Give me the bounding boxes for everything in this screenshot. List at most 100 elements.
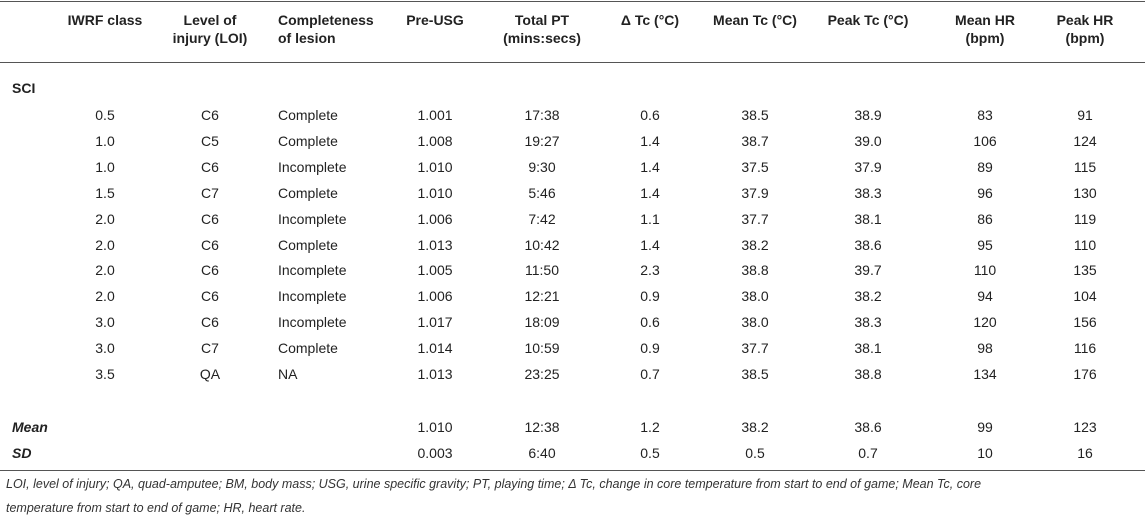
cell: 1.4 bbox=[640, 132, 660, 149]
cell: 38.2 bbox=[854, 288, 882, 305]
cell: C6 bbox=[201, 314, 219, 331]
cell: 1.0 bbox=[95, 132, 115, 149]
cell: 130 bbox=[1073, 184, 1097, 201]
cell: 1.4 bbox=[640, 184, 660, 201]
cell: 7:42 bbox=[528, 210, 556, 227]
cell: Incomplete bbox=[278, 158, 347, 175]
cell: 39.7 bbox=[854, 262, 882, 279]
cell: 1.017 bbox=[417, 314, 453, 331]
cell: 0.9 bbox=[640, 340, 660, 357]
cell: 1.4 bbox=[640, 236, 660, 253]
cell: 94 bbox=[977, 288, 993, 305]
cell: 135 bbox=[1073, 262, 1097, 279]
column-header: Peak Tc (°C) bbox=[827, 12, 909, 28]
cell: 0.9 bbox=[640, 288, 660, 305]
cell: 1.006 bbox=[417, 210, 453, 227]
cell: 5:46 bbox=[528, 184, 556, 201]
cell: 38.6 bbox=[854, 419, 882, 435]
cell: Incomplete bbox=[278, 210, 347, 227]
cell: 176 bbox=[1073, 366, 1097, 382]
column-header: Peak HR bbox=[1056, 12, 1114, 28]
cell: 0.5 bbox=[745, 445, 765, 461]
cell: 38.3 bbox=[854, 314, 882, 331]
cell: 98 bbox=[977, 340, 993, 357]
cell: 115 bbox=[1073, 158, 1097, 175]
cell: 38.1 bbox=[854, 210, 882, 227]
cell: 38.8 bbox=[741, 262, 769, 279]
cell: 38.0 bbox=[741, 288, 769, 305]
column-header: (bpm) bbox=[965, 30, 1005, 46]
cell: 38.3 bbox=[854, 184, 882, 201]
cell: C6 bbox=[201, 107, 219, 123]
column-header: Mean Tc (°C) bbox=[713, 12, 797, 28]
cell: 39.0 bbox=[854, 132, 882, 149]
cell: 124 bbox=[1073, 132, 1097, 149]
cell: 1.006 bbox=[417, 288, 453, 305]
column-header: injury (LOI) bbox=[172, 30, 248, 46]
cell: 18:09 bbox=[524, 314, 560, 331]
cell: 38.5 bbox=[741, 107, 769, 123]
cell: 38.0 bbox=[741, 314, 769, 331]
cell: 2.0 bbox=[95, 262, 115, 279]
cell: 1.001 bbox=[417, 107, 453, 123]
column-header: Mean HR bbox=[955, 12, 1015, 28]
cell: 0.003 bbox=[417, 445, 453, 461]
cell: 2.0 bbox=[95, 288, 115, 305]
cell: Incomplete bbox=[278, 314, 347, 331]
cell: NA bbox=[278, 366, 298, 382]
cell: 1.010 bbox=[417, 158, 453, 175]
header-rule bbox=[0, 62, 1145, 63]
cell: 0.5 bbox=[640, 445, 660, 461]
cell: 1.010 bbox=[417, 184, 453, 201]
cell: 89 bbox=[977, 158, 993, 175]
column-header: Total PT bbox=[514, 12, 570, 28]
summary-label: SD bbox=[12, 445, 32, 461]
cell: 38.7 bbox=[741, 132, 769, 149]
cell: 38.6 bbox=[854, 236, 882, 253]
top-rule bbox=[0, 1, 1145, 2]
column-header: Completeness bbox=[278, 12, 374, 28]
cell: C6 bbox=[201, 158, 219, 175]
cell: 0.7 bbox=[640, 366, 660, 382]
cell: 96 bbox=[977, 184, 993, 201]
cell: 3.0 bbox=[95, 314, 115, 331]
cell: 9:30 bbox=[528, 158, 556, 175]
cell: Incomplete bbox=[278, 288, 347, 305]
column-header: (mins:secs) bbox=[503, 30, 581, 46]
column-header: IWRF class bbox=[67, 12, 143, 28]
cell: 37.9 bbox=[854, 158, 882, 175]
cell: 37.5 bbox=[741, 158, 769, 175]
summary-label: Mean bbox=[12, 419, 48, 435]
section-label: SCI bbox=[12, 80, 36, 96]
cell: 1.013 bbox=[417, 236, 453, 253]
cell: 16 bbox=[1077, 445, 1093, 461]
cell: 1.010 bbox=[417, 419, 453, 435]
cell: 38.8 bbox=[854, 366, 882, 382]
column-header: (bpm) bbox=[1065, 30, 1105, 46]
cell: 38.2 bbox=[741, 236, 769, 253]
cell: 23:25 bbox=[524, 366, 560, 382]
cell: 37.7 bbox=[741, 340, 769, 357]
cell: 0.6 bbox=[640, 107, 660, 123]
cell: 95 bbox=[977, 236, 993, 253]
cell: 38.5 bbox=[741, 366, 769, 382]
cell: 1.005 bbox=[417, 262, 453, 279]
cell: 12:21 bbox=[524, 288, 560, 305]
cell: 2.0 bbox=[95, 210, 115, 227]
cell: C5 bbox=[201, 132, 219, 149]
cell: C7 bbox=[201, 340, 219, 357]
column-header: Δ Tc (°C) bbox=[620, 12, 680, 28]
cell: Complete bbox=[278, 236, 338, 253]
cell: Complete bbox=[278, 107, 338, 123]
cell: 3.0 bbox=[95, 340, 115, 357]
cell: 0.5 bbox=[95, 107, 115, 123]
cell: 110 bbox=[1073, 236, 1097, 253]
cell: C7 bbox=[201, 184, 219, 201]
cell: 120 bbox=[973, 314, 997, 331]
footnote: temperature from start to end of game; H… bbox=[6, 501, 306, 515]
cell: 37.7 bbox=[741, 210, 769, 227]
cell: 38.2 bbox=[741, 419, 769, 435]
cell: 38.1 bbox=[854, 340, 882, 357]
column-header: Level of bbox=[183, 12, 237, 28]
